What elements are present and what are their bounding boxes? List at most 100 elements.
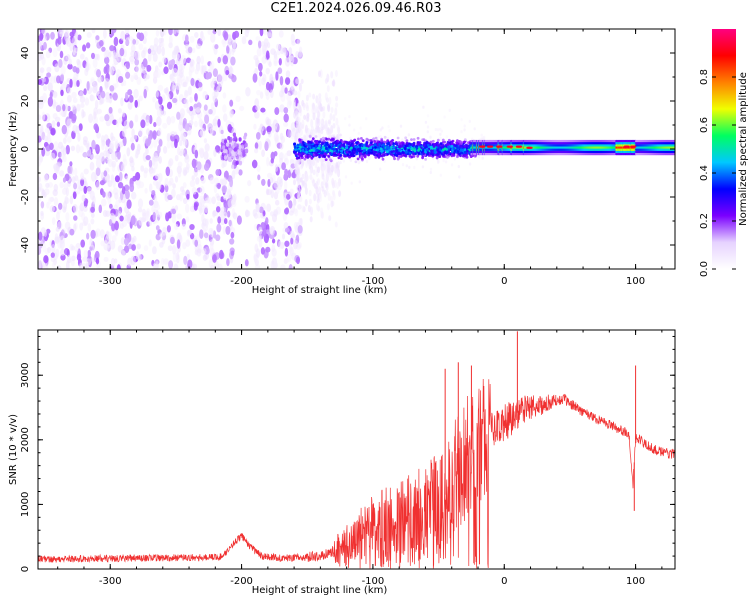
spectrogram-cell: [222, 194, 228, 201]
spectrogram-cell: [293, 142, 296, 146]
spectrogram-cell: [446, 156, 449, 159]
spectrogram-cell: [100, 90, 106, 99]
spectrogram-cell: [301, 205, 305, 213]
spectrogram-cell: [321, 173, 325, 180]
spectrogram-cell: [397, 152, 400, 156]
spectrogram-cell: [283, 222, 289, 230]
spectrogram-cell: [258, 76, 262, 87]
spectrogram-cell: [424, 158, 427, 161]
spectrogram-cell: [111, 214, 117, 224]
spectrogram-cell: [354, 145, 358, 149]
spectrogram-cell: [90, 212, 95, 218]
spectrogram-cell: [120, 30, 126, 41]
spectrogram-cell: [95, 167, 101, 177]
spectrogram-cell: [110, 136, 116, 142]
spectrogram-cell: [210, 102, 215, 110]
spectrogram-cell: [211, 196, 216, 205]
spectrogram-cell: [325, 137, 329, 141]
spectrogram-cell: [188, 69, 193, 76]
spectrogram-cell: [170, 130, 176, 137]
spectrogram-cell: [114, 141, 119, 150]
spectrogram-cell: [240, 144, 245, 149]
spectrogram-cell: [79, 53, 85, 60]
spectrogram-cell: [256, 164, 261, 173]
spectrogram-cell: [157, 144, 161, 154]
spectrogram-cell: [169, 234, 175, 245]
spectrogram-cell: [181, 189, 186, 196]
spectrogram-cell: [165, 166, 171, 177]
spectrogram-cell: [408, 151, 412, 155]
spectrogram-cell: [105, 230, 110, 239]
spectrogram-cell: [330, 149, 334, 153]
spectrogram-cell: [175, 83, 181, 90]
spectrogram-cell: [422, 152, 425, 155]
spectrogram-cell: [178, 116, 183, 126]
spectrogram-cell: [310, 206, 313, 216]
spectrogram-cell: [450, 142, 454, 146]
spectrogram-cell: [335, 143, 339, 146]
spectrogram-cell: [379, 167, 382, 171]
spectrogram-cell: [304, 187, 308, 195]
spectrogram-cell: [361, 139, 365, 143]
spectrogram-cell: [38, 78, 43, 86]
spectrogram-cell: [460, 118, 463, 122]
spectrogram-cell: [45, 50, 51, 59]
spectrogram-cell: [95, 69, 102, 78]
spectrogram-cell: [145, 154, 151, 161]
spectrogram-cell: [264, 141, 269, 152]
spectrogram-cell: [386, 142, 389, 146]
spectrogram-cell: [167, 194, 173, 201]
spectrogram-cell: [174, 154, 179, 162]
spectrogram-cell: [56, 75, 61, 84]
spectrogram-cell: [69, 78, 73, 89]
spectrogram-cell: [387, 125, 390, 129]
spectrogram-cell: [137, 198, 144, 209]
spectrogram-cell: [358, 143, 362, 147]
spectrogram-cell: [344, 146, 348, 150]
spectrogram-cell: [293, 221, 298, 230]
spectrogram-cell: [130, 191, 137, 200]
spectrogram-cell: [148, 239, 152, 247]
spectrogram-cell: [265, 50, 270, 60]
spectrogram-cell: [481, 156, 484, 160]
spectrogram-cell: [229, 99, 234, 107]
spectrogram-cell: [304, 154, 308, 158]
spectrogram-cell: [66, 118, 72, 128]
spectrogram-cell: [330, 71, 334, 79]
spectrogram-cell: [82, 139, 88, 146]
spectrogram-cell: [176, 213, 183, 220]
spectrogram-cell: [201, 248, 207, 255]
spectrogram-cell: [299, 82, 302, 92]
spectrogram-cell: [297, 194, 301, 203]
spectrogram-cell: [345, 151, 349, 154]
spectrogram-cell: [451, 152, 454, 156]
spectrogram-cell: [255, 131, 261, 140]
spectrogram-cell: [77, 34, 82, 41]
spectrogram-cell: [62, 155, 67, 163]
spectrogram-cell: [324, 123, 328, 129]
spectrogram-cell: [133, 72, 138, 80]
spectrogram-cell: [63, 137, 67, 144]
spectrogram-cell: [398, 148, 402, 152]
spectrogram-cell: [288, 47, 293, 56]
spectrogram-cell: [436, 128, 440, 132]
spectrogram-cell: [323, 189, 327, 198]
spectrogram-cell: [138, 181, 145, 189]
spectrogram-cell: [185, 216, 190, 223]
spectrogram-cell: [69, 195, 74, 205]
spectrogram-cell: [429, 135, 432, 139]
spectrogram-cell: [355, 150, 359, 154]
spectrogram-cell: [222, 145, 226, 150]
spectrogram-cell: [201, 213, 205, 224]
spectrogram-cell: [297, 158, 301, 167]
spectrogram-cell: [265, 67, 270, 75]
spectrogram-cell: [480, 133, 483, 137]
spectrogram-cell: [314, 151, 317, 155]
spectrogram-cell: [359, 152, 362, 155]
spectrogram-cell: [334, 221, 338, 228]
spectrogram-cell: [45, 182, 50, 188]
spectrogram-cell: [78, 123, 83, 132]
spectrogram-cell: [203, 138, 208, 144]
spectrogram-cell: [102, 29, 107, 39]
spectrogram-cell: [66, 254, 71, 264]
